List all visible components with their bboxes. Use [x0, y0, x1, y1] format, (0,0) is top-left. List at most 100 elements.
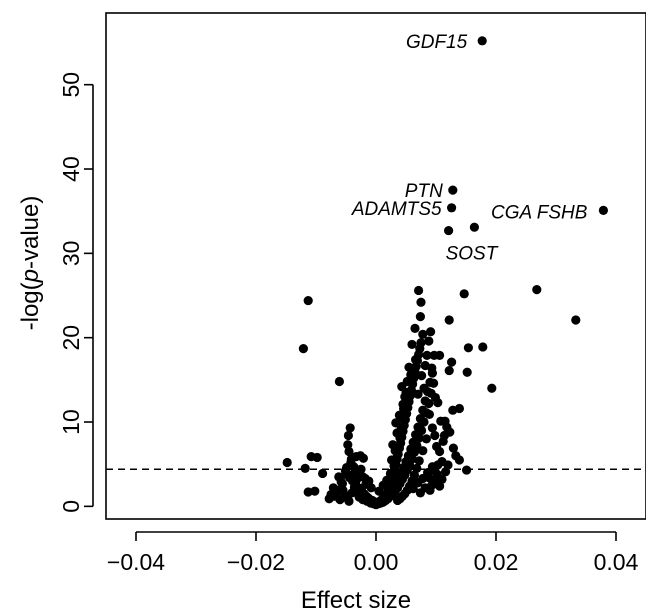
point-label: CGA FSHB [491, 202, 588, 223]
y-axis-title-prefix: -log( [17, 282, 44, 330]
data-point [341, 469, 351, 479]
data-point [454, 455, 464, 465]
y-tick-label: 0 [58, 500, 84, 513]
data-point [358, 453, 368, 463]
x-tick-label: 0.02 [474, 549, 519, 575]
x-axis-title: Effect size [301, 587, 411, 614]
data-point [407, 339, 417, 350]
data-point [418, 446, 428, 456]
data-point [444, 225, 454, 236]
data-point [417, 371, 427, 381]
data-point [393, 495, 403, 506]
data-point [424, 409, 434, 420]
x-axis: −0.04 −0.02 0.00 0.02 0.04 [107, 531, 639, 575]
data-point [298, 344, 308, 354]
data-point [532, 285, 542, 295]
data-point [398, 399, 408, 409]
data-point [420, 360, 430, 371]
data-point [300, 463, 310, 473]
data-point [346, 454, 356, 464]
data-point [422, 350, 432, 360]
data-point [487, 383, 497, 393]
point-label: ADAMTS5 [351, 199, 442, 220]
data-point [462, 465, 472, 475]
data-point [318, 468, 328, 479]
data-point [337, 478, 347, 489]
point-label: GDF15 [406, 32, 468, 53]
data-point [448, 185, 458, 195]
data-point [352, 474, 362, 484]
data-point [385, 468, 395, 479]
data-point [419, 417, 429, 427]
y-tick-label: 10 [58, 409, 84, 435]
data-point [444, 365, 454, 376]
data-point [442, 422, 452, 432]
y-tick-label: 40 [58, 156, 84, 182]
data-point [414, 285, 424, 296]
data-point [435, 446, 445, 457]
data-point [469, 222, 479, 232]
data-point [429, 378, 439, 388]
data-point [414, 456, 424, 466]
data-point [324, 494, 334, 504]
data-point [430, 430, 440, 441]
data-point [447, 357, 457, 367]
x-tick-label: 0.04 [594, 549, 639, 575]
data-point [344, 496, 354, 506]
data-point [394, 410, 404, 420]
x-tick-label: −0.04 [107, 549, 165, 575]
data-point [426, 327, 436, 337]
data-points [282, 36, 609, 510]
data-point [438, 436, 448, 447]
data-point [303, 487, 313, 497]
data-point [425, 485, 435, 495]
data-point [414, 433, 424, 443]
data-point [478, 342, 488, 352]
data-point [404, 362, 414, 372]
data-point [424, 398, 434, 409]
data-point [412, 441, 422, 451]
data-point [416, 338, 426, 348]
data-point [435, 481, 445, 491]
data-point [427, 462, 437, 472]
data-point [447, 203, 457, 213]
data-point [571, 315, 581, 325]
data-point [433, 398, 443, 408]
data-point [418, 329, 428, 339]
data-point [361, 479, 371, 490]
data-point [477, 36, 487, 46]
point-label: PTN [405, 181, 443, 202]
data-point [427, 423, 437, 433]
y-axis-title-p: p [17, 269, 44, 283]
data-point [415, 312, 425, 322]
data-point [391, 418, 401, 428]
y-axis-title-suffix: -value) [17, 196, 44, 269]
data-point [448, 443, 458, 453]
plot-frame [105, 12, 646, 520]
data-point [444, 315, 454, 325]
y-axis-title: -log(p-value) [17, 196, 44, 331]
data-point [417, 425, 427, 436]
data-point [312, 452, 322, 463]
data-point [427, 368, 437, 378]
data-point [413, 389, 423, 399]
y-tick-label: 20 [58, 325, 84, 351]
data-point [387, 455, 397, 465]
data-point [462, 367, 472, 377]
data-point [421, 434, 431, 444]
data-point [410, 323, 420, 334]
data-point [382, 475, 392, 485]
data-point [388, 440, 398, 450]
data-point [426, 388, 436, 398]
x-tick-label: −0.02 [227, 549, 285, 575]
data-point [419, 383, 429, 393]
data-point [424, 336, 434, 346]
data-point [463, 343, 473, 353]
data-point [411, 355, 421, 365]
data-point [349, 462, 359, 472]
data-point [343, 440, 353, 450]
y-axis: 0 10 20 30 40 50 [58, 72, 94, 513]
data-point [345, 423, 355, 433]
